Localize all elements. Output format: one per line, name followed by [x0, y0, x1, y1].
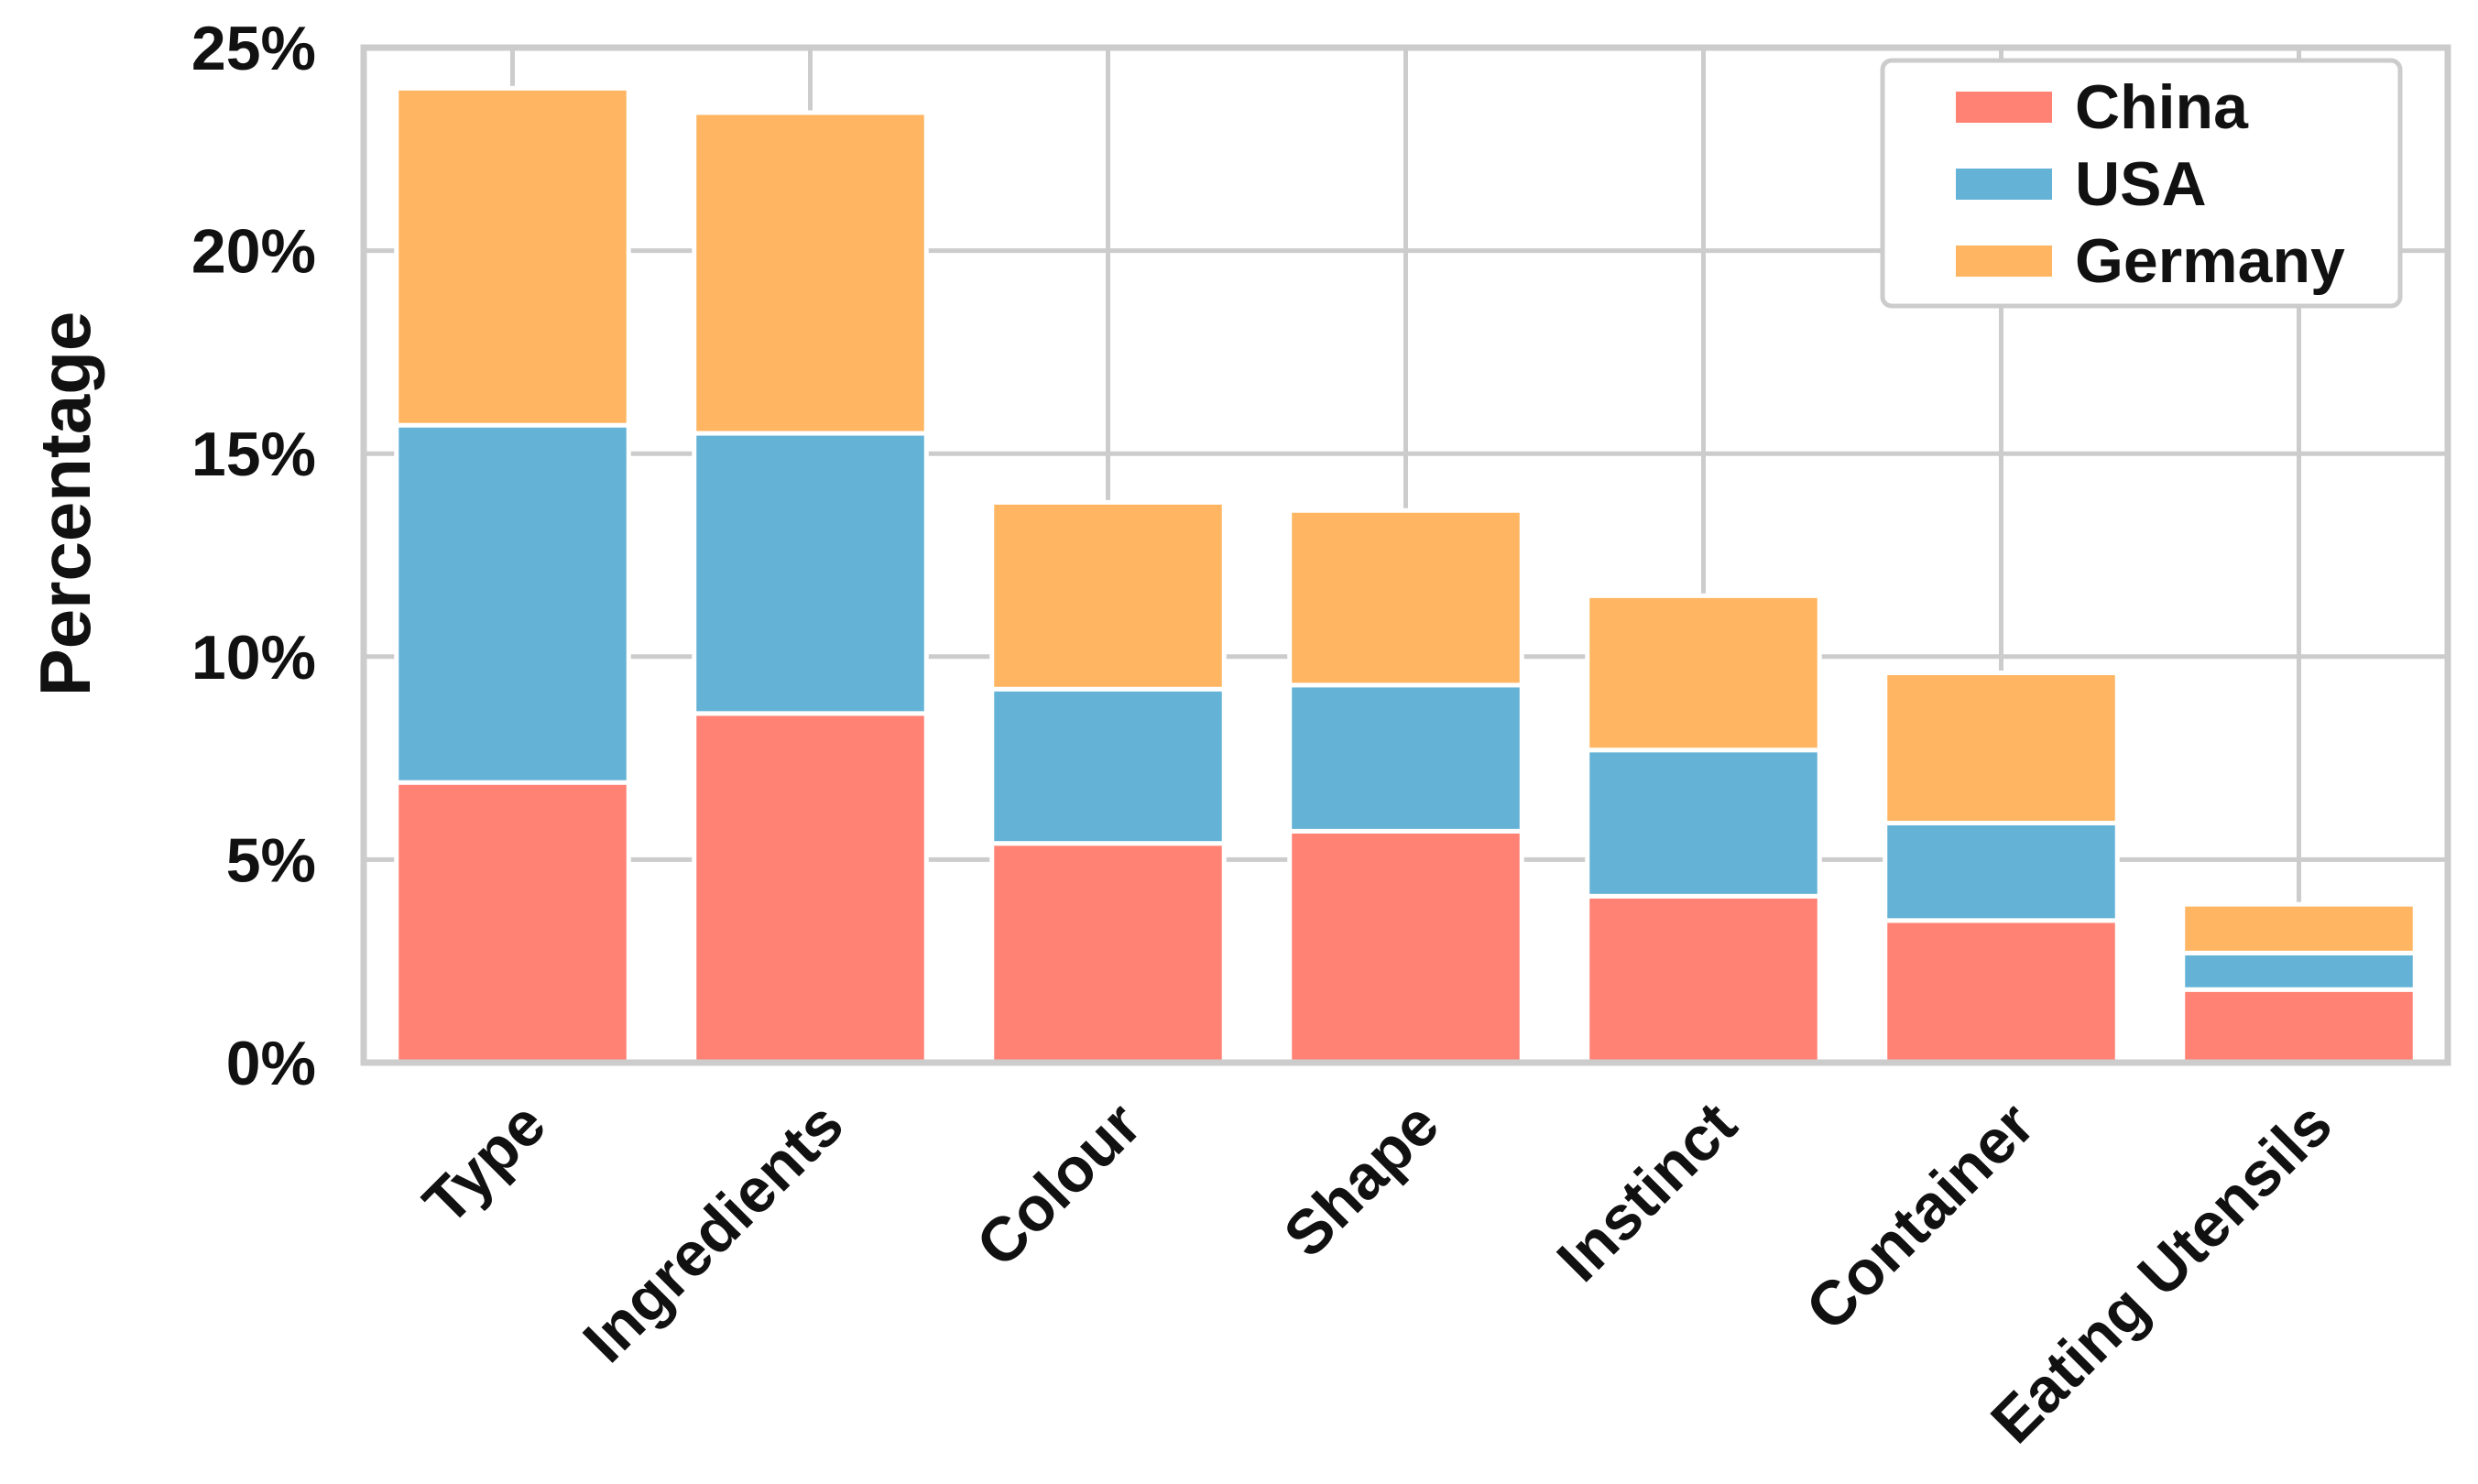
y-axis-ticks: 0% 5% 10% 15% 20% 25%	[191, 14, 316, 1098]
x-tick-label: Colour	[963, 1089, 1154, 1281]
bar-segment-china	[394, 780, 631, 1065]
bar-segment-usa	[989, 686, 1227, 846]
legend-label-china: China	[2075, 72, 2249, 142]
x-axis-ticks: Type Ingredients Colour Shape Instinct Contai…	[410, 1089, 2345, 1457]
bar-segment-china	[2180, 987, 2418, 1065]
y-tick-label: 0%	[226, 1029, 316, 1098]
bar-segment-germany	[1883, 671, 2120, 826]
y-tick-label: 15%	[191, 420, 316, 489]
legend-label-germany: Germany	[2075, 226, 2345, 296]
bar-segment-usa	[692, 431, 929, 716]
bar-segment-usa	[1287, 682, 1524, 834]
bar-segment-germany	[989, 499, 1227, 692]
bar-segment-usa	[1883, 821, 2120, 923]
bar-segment-germany	[1287, 507, 1524, 688]
plot-frame	[360, 44, 2451, 1066]
bar-segment-china	[989, 841, 1227, 1065]
legend-swatch-germany	[1956, 246, 2052, 277]
x-tick-label: Instinct	[1544, 1089, 1750, 1295]
y-axis-label: Percentage	[25, 311, 105, 697]
legend-swatch-usa	[1956, 169, 2052, 200]
legend-swatch-china	[1956, 92, 2052, 123]
x-tick-label: Type	[410, 1089, 559, 1238]
bar-segment-germany	[2180, 901, 2418, 955]
y-tick-label: 5%	[226, 825, 316, 895]
bar-segment-germany	[394, 85, 631, 428]
bar-segment-germany	[1585, 593, 1822, 753]
x-tick-label: Ingredients	[570, 1089, 857, 1376]
x-tick-label: Container	[1793, 1089, 2047, 1344]
y-tick-label: 20%	[191, 217, 316, 287]
bar-segment-usa	[1585, 747, 1822, 899]
bar-segment-china	[1585, 893, 1822, 1065]
bar-segment-germany	[692, 110, 929, 436]
y-tick-label: 10%	[191, 623, 316, 693]
y-tick-label: 25%	[191, 14, 316, 83]
bar-segment-usa	[2180, 950, 2418, 992]
bar-segment-china	[1883, 918, 2120, 1065]
legend-label-usa: USA	[2075, 149, 2207, 219]
bar-segment-china	[692, 711, 929, 1065]
bar-segment-usa	[394, 422, 631, 785]
bars	[394, 85, 2418, 1065]
x-tick-label: Shape	[1271, 1089, 1452, 1271]
bar-segment-china	[1287, 828, 1524, 1065]
